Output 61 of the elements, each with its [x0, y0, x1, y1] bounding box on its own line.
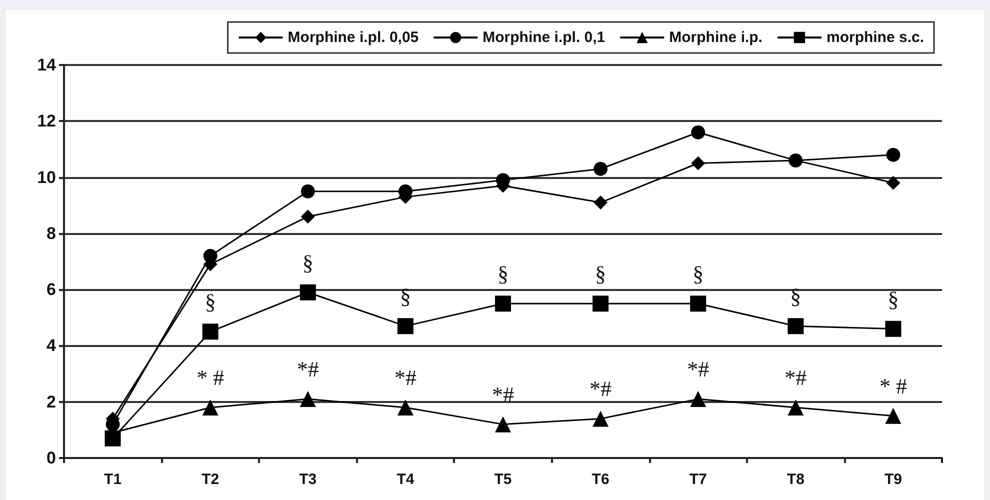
annotation: *# — [492, 382, 514, 407]
x-tick-label: T5 — [494, 471, 512, 488]
point — [788, 318, 804, 334]
point — [202, 399, 218, 416]
point — [691, 125, 706, 140]
point — [592, 410, 609, 427]
annotation: § — [204, 289, 216, 314]
point — [397, 318, 414, 334]
x-tick-label: T4 — [396, 471, 415, 488]
x-tick-label: T3 — [299, 471, 317, 488]
y-tick-label: 14 — [37, 56, 57, 74]
point — [691, 156, 706, 170]
point — [594, 196, 608, 210]
legend-label: Morphine i.p. — [669, 29, 762, 46]
x-tick-label: T1 — [104, 471, 122, 488]
y-tick-label: 12 — [37, 112, 56, 131]
y-tick-label: 2 — [46, 392, 56, 412]
point — [885, 408, 902, 424]
annotation: § — [498, 261, 508, 286]
annotation: § — [595, 261, 606, 286]
point — [397, 399, 414, 416]
annotation: *# — [784, 364, 807, 390]
y-tick-label: 0 — [46, 448, 56, 468]
point — [690, 391, 706, 408]
annotation: *# — [590, 376, 612, 402]
point — [788, 399, 804, 416]
point — [592, 296, 609, 312]
annotation: § — [790, 284, 802, 309]
point — [690, 296, 706, 312]
y-tick-label: 6 — [46, 280, 56, 300]
point — [495, 416, 511, 432]
point — [886, 148, 900, 162]
point — [594, 162, 608, 176]
point — [300, 284, 316, 300]
annotation: *# — [687, 356, 710, 382]
y-tick-label: 10 — [37, 168, 56, 187]
point — [300, 184, 315, 198]
legend-label: morphine s.c. — [826, 29, 924, 46]
x-tick-label: T7 — [689, 471, 707, 488]
y-tick-label: 4 — [46, 336, 57, 356]
point — [885, 320, 902, 337]
legend-label: Morphine i.pl. 0,05 — [288, 29, 419, 46]
annotation: § — [888, 286, 899, 312]
annotation: * # — [196, 364, 224, 390]
point — [300, 210, 315, 224]
x-tick-label: T6 — [592, 471, 610, 488]
annotation: § — [400, 284, 411, 309]
annotation: *# — [296, 356, 319, 382]
point — [495, 296, 511, 312]
point — [886, 176, 900, 190]
y-tick-label: 8 — [46, 224, 56, 243]
x-tick-label: T9 — [884, 471, 902, 488]
annotation: § — [692, 261, 704, 286]
annotation: *# — [394, 364, 416, 390]
annotation: § — [302, 250, 314, 275]
annotation: * # — [879, 373, 907, 398]
point — [300, 391, 316, 408]
legend-label: Morphine i.pl. 0,1 — [482, 29, 606, 46]
x-tick-label: T8 — [786, 471, 804, 488]
point — [202, 324, 218, 340]
x-tick-label: T2 — [202, 471, 220, 488]
